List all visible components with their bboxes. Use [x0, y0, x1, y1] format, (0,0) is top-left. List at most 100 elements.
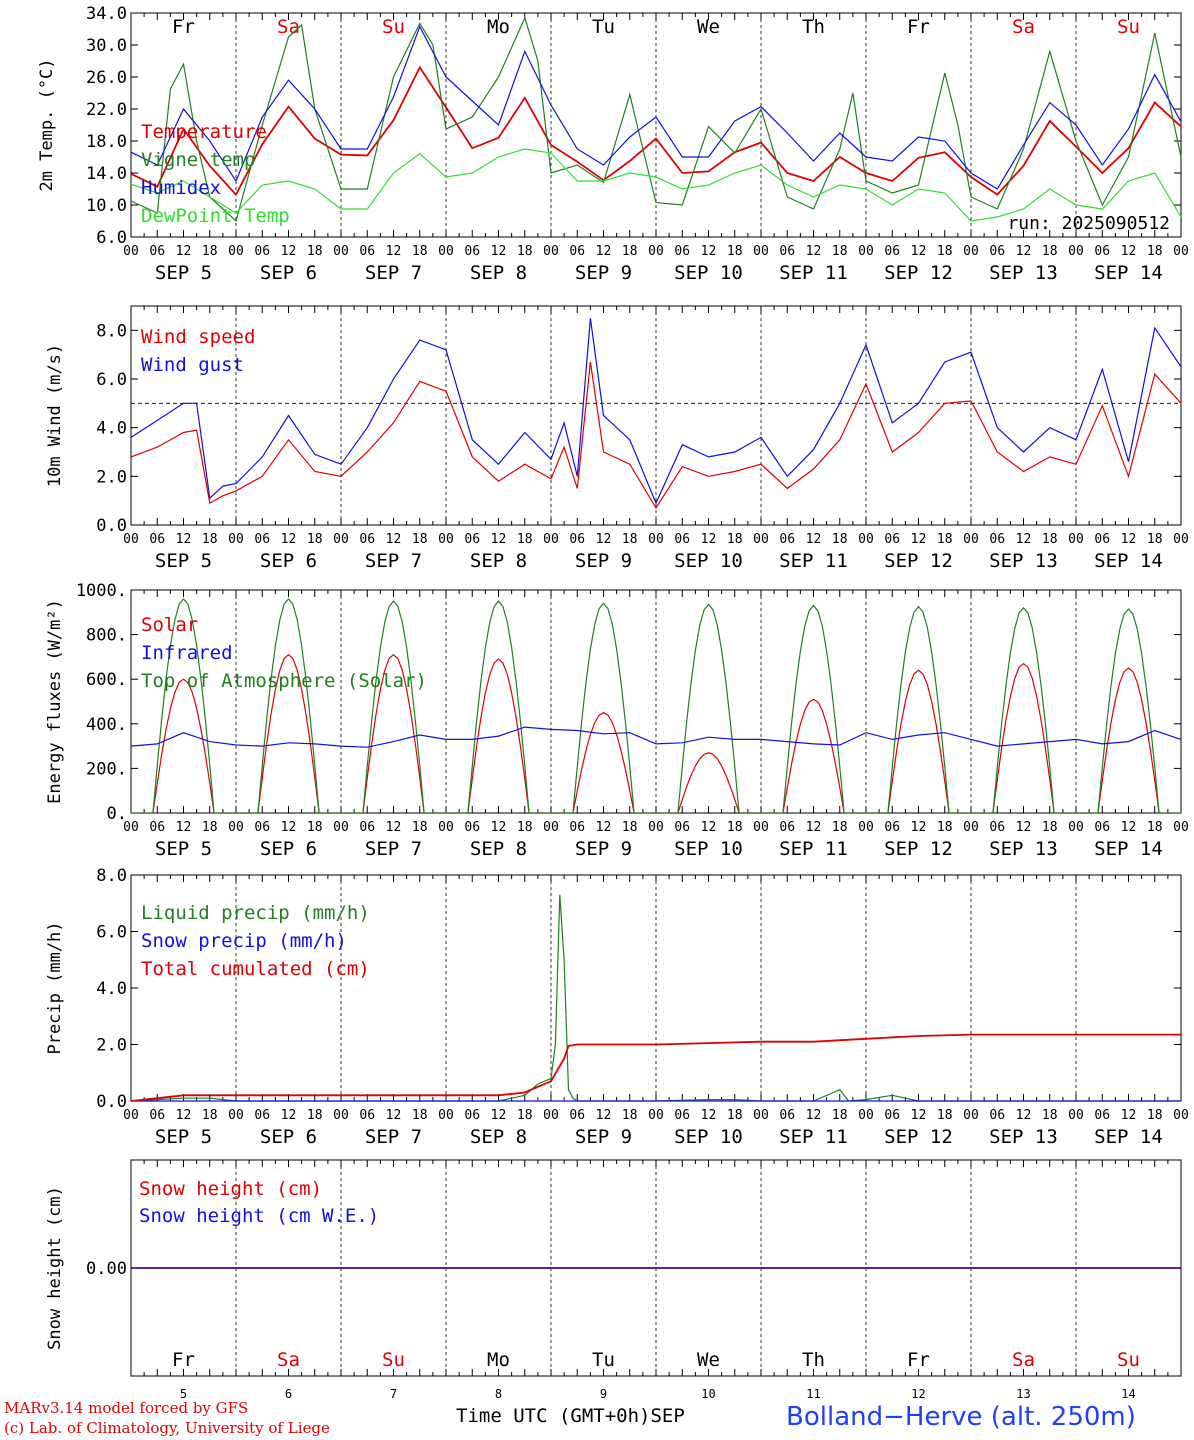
hour-tick-label: 00	[333, 1108, 349, 1123]
hour-tick-label: 06	[989, 1108, 1005, 1123]
hour-tick-label: 18	[937, 1108, 953, 1123]
y-tick-label: 18.0	[86, 132, 127, 152]
y-tick-label: 600.	[86, 670, 127, 690]
hour-tick-label: 12	[596, 244, 612, 259]
weekday-label: Tu	[592, 1349, 615, 1371]
hour-tick-label: 12	[386, 820, 402, 835]
hour-tick-label: 00	[228, 532, 244, 547]
date-label: SEP 9	[575, 550, 632, 572]
series-line-infrared	[130, 726, 1182, 748]
hour-tick-label: 06	[674, 532, 690, 547]
hour-tick-label: 06	[359, 532, 375, 547]
hour-tick-label: 06	[674, 244, 690, 259]
date-label: SEP 5	[155, 550, 212, 572]
panel-wind: 0.0 2.0 4.0 6.0 8.0 10m Wind (m/s) 00 06 12 18 00 0…	[45, 305, 1189, 572]
hour-tick-label: 18	[937, 532, 953, 547]
hour-tick-label: 00	[543, 820, 559, 835]
hour-tick-label: 06	[1094, 532, 1110, 547]
hour-tick-label: 06	[569, 1108, 585, 1123]
hour-tick-label: 06	[254, 1108, 270, 1123]
series-line-top-of-atmosphere-solar-	[131, 597, 1181, 814]
weekday-label: Su	[382, 1349, 405, 1371]
hour-tick-label: 00	[1068, 244, 1084, 259]
legend-entry: Total cumulated (cm)	[141, 958, 370, 980]
legend-entry: Vigne temp	[141, 149, 255, 171]
hour-tick-label: 18	[1042, 1108, 1058, 1123]
date-label: SEP 9	[575, 262, 632, 284]
weekday-label: Fr	[907, 1349, 930, 1371]
hour-tick-label: 06	[884, 244, 900, 259]
hour-tick-label: 00	[228, 1108, 244, 1123]
hour-tick-label: 12	[911, 532, 927, 547]
hour-tick-label: 18	[1147, 244, 1163, 259]
day-number-label: 6	[285, 1387, 292, 1401]
weekday-label: Su	[1117, 16, 1140, 38]
hour-tick-label: 18	[727, 820, 743, 835]
y-axis-label: 2m Temp. (°C)	[37, 58, 57, 191]
hour-tick-label: 12	[596, 820, 612, 835]
hour-tick-label: 12	[1121, 1108, 1137, 1123]
date-label: SEP 8	[470, 262, 527, 284]
hour-tick-label: 12	[491, 820, 507, 835]
y-tick-label: 0.00	[86, 1259, 127, 1279]
hour-tick-label: 06	[1094, 820, 1110, 835]
date-label: SEP 10	[674, 1126, 743, 1148]
hour-tick-label: 00	[753, 820, 769, 835]
date-label: SEP 5	[155, 838, 212, 860]
legend-entry: Wind gust	[141, 354, 244, 376]
hour-tick-label: 00	[1173, 244, 1189, 259]
y-tick-label: 2.0	[96, 1036, 127, 1056]
date-label: SEP 9	[575, 838, 632, 860]
hour-tick-label: 06	[884, 820, 900, 835]
hour-tick-label: 18	[517, 244, 533, 259]
hour-tick-label: 12	[911, 244, 927, 259]
hour-tick-label: 00	[1173, 1108, 1189, 1123]
day-number-label: 14	[1121, 1387, 1135, 1401]
hour-tick-label: 06	[1094, 1108, 1110, 1123]
hour-tick-label: 06	[1094, 244, 1110, 259]
hour-tick-label: 00	[858, 1108, 874, 1123]
weekday-label: Fr	[172, 1349, 195, 1371]
weekday-label: Fr	[172, 16, 195, 38]
date-label: SEP 5	[155, 1126, 212, 1148]
hour-tick-label: 12	[281, 820, 297, 835]
hour-tick-label: 06	[884, 1108, 900, 1123]
hour-tick-label: 00	[543, 532, 559, 547]
hour-tick-label: 18	[727, 1108, 743, 1123]
hour-tick-label: 12	[281, 1108, 297, 1123]
hour-tick-label: 18	[622, 244, 638, 259]
date-label: SEP 11	[779, 1126, 848, 1148]
hour-tick-label: 00	[753, 244, 769, 259]
hour-tick-label: 18	[1042, 532, 1058, 547]
hour-tick-label: 12	[176, 244, 192, 259]
day-number-label: 9	[600, 1387, 607, 1401]
hour-tick-label: 06	[149, 820, 165, 835]
hour-tick-label: 12	[491, 532, 507, 547]
panel-temperature: 6.0 10.0 14.0 18.0 22.0 26.0 30.0 34.0 2m Temp. …	[37, 4, 1189, 284]
plot-frame	[130, 12, 1182, 238]
hour-tick-label: 18	[832, 532, 848, 547]
hour-tick-label: 06	[464, 532, 480, 547]
y-tick-label: 4.0	[96, 419, 127, 439]
hour-tick-label: 00	[123, 532, 139, 547]
y-tick-label: 1000.	[76, 581, 127, 601]
legend-entry: Solar	[141, 614, 198, 636]
hour-tick-label: 12	[281, 244, 297, 259]
hour-tick-label: 00	[963, 532, 979, 547]
weekday-label: Sa	[277, 1349, 300, 1371]
date-label: SEP 7	[365, 838, 422, 860]
date-label: SEP 10	[674, 838, 743, 860]
hour-tick-label: 06	[464, 244, 480, 259]
hour-tick-label: 00	[648, 820, 664, 835]
y-tick-label: 6.0	[96, 228, 127, 248]
date-label: SEP 12	[884, 262, 953, 284]
hour-tick-label: 18	[832, 820, 848, 835]
hour-tick-label: 18	[832, 1108, 848, 1123]
hour-tick-label: 06	[779, 532, 795, 547]
y-axis-label: Snow height (cm)	[45, 1186, 65, 1350]
hour-tick-label: 18	[307, 244, 323, 259]
date-label: SEP 7	[365, 550, 422, 572]
legend-entry: Snow height (cm)	[139, 1178, 322, 1200]
hour-tick-label: 18	[517, 820, 533, 835]
hour-tick-label: 18	[937, 820, 953, 835]
